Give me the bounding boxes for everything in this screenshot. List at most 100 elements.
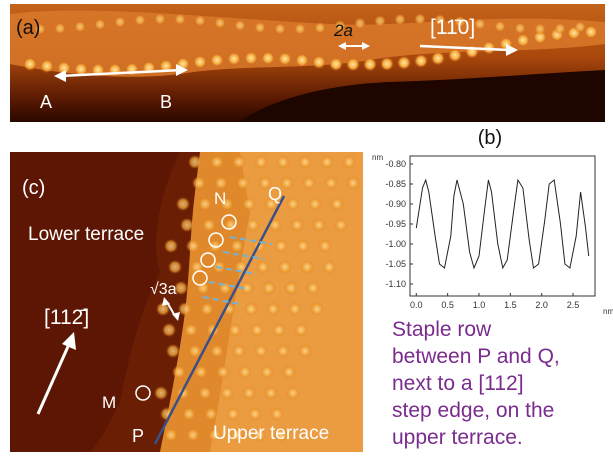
stm-c-atom	[296, 239, 310, 253]
stm-a-atom	[554, 22, 566, 35]
stm-a-atom	[193, 54, 207, 69]
stm-a-atom-row	[23, 13, 598, 77]
stm-a-atom	[414, 53, 428, 68]
y-tick-label: -0.80	[385, 159, 406, 169]
stm-c-atom	[178, 302, 192, 316]
stm-a-atom	[74, 20, 86, 33]
stm-a-atom	[380, 56, 394, 71]
stm-a-atom	[154, 13, 166, 26]
stm-c-atom	[182, 407, 196, 421]
stm-c-atom	[162, 323, 176, 337]
stm-c-atom	[284, 281, 298, 295]
stm-c-atom	[208, 428, 222, 442]
stm-c-atom	[232, 155, 246, 169]
marker-m: M	[102, 393, 116, 412]
stm-c-atom	[264, 197, 278, 211]
stm-c-atom	[278, 260, 292, 274]
y-tick-label: -0.90	[385, 199, 406, 209]
stm-c-atom	[320, 155, 334, 169]
caption-line-4: step edge, on the	[392, 399, 555, 422]
stm-c-atom	[244, 302, 258, 316]
stm-c-atom	[226, 407, 240, 421]
stm-c-atom	[260, 365, 274, 379]
stm-c-atom	[270, 407, 284, 421]
stm-c-atom	[286, 197, 300, 211]
stm-c-atom	[174, 281, 188, 295]
x-tick-label: 2.5	[567, 300, 580, 310]
stm-c-atom	[276, 344, 290, 358]
y-tick-label: -0.85	[385, 179, 406, 189]
stm-c-atom	[188, 155, 202, 169]
stm-c-atom	[196, 281, 210, 295]
stm-c-atom	[154, 386, 168, 400]
stm-a-atom	[346, 57, 360, 72]
stm-c-atom	[188, 344, 202, 358]
figure-caption: Staple row between P and Q, next to a [1…	[392, 316, 610, 451]
stm-c-atom	[220, 386, 234, 400]
stm-c-atom	[342, 155, 356, 169]
stm-a-atom	[295, 53, 309, 68]
stm-c-atom	[252, 428, 266, 442]
stm-a-atom	[414, 13, 426, 26]
stm-c-atom	[306, 281, 320, 295]
stm-a-atom	[482, 40, 496, 55]
marker-a: A	[40, 92, 52, 112]
stm-c-atom	[192, 176, 206, 190]
stm-a-atom	[194, 14, 206, 27]
stm-a-atom	[516, 33, 530, 48]
direction-arrow-a	[419, 44, 511, 52]
direction-label-a: [11̄0]	[430, 16, 475, 39]
stm-c-atom	[346, 176, 360, 190]
stm-a-atom	[312, 55, 326, 70]
stm-c-atom	[238, 365, 252, 379]
stm-c-atom	[172, 365, 186, 379]
stm-c-atom	[254, 155, 268, 169]
spacing-arrow-head-right-icon	[362, 42, 370, 50]
marker-circles	[135, 214, 237, 401]
x-tick-label: 1.5	[504, 300, 517, 310]
y-tick-label: -1.10	[385, 279, 406, 289]
spacing-arrow-head-left-icon	[338, 42, 346, 50]
stm-c-atom	[220, 197, 234, 211]
stm-c-atom	[198, 197, 212, 211]
stm-c-atom	[210, 344, 224, 358]
stm-c-atom	[240, 281, 254, 295]
stm-c-atom	[288, 302, 302, 316]
stm-a-atom	[274, 22, 286, 35]
marker-n: N	[214, 189, 226, 208]
stm-c-atom	[330, 197, 344, 211]
stm-c-atom	[202, 218, 216, 232]
x-axis-unit: nm	[603, 307, 613, 316]
stm-a-atom	[40, 59, 54, 74]
caption-line-2: between P and Q,	[392, 345, 560, 368]
stm-c-atom	[282, 365, 296, 379]
stm-a-atom	[514, 22, 526, 35]
stm-c-atom	[254, 344, 268, 358]
stm-c-atom	[302, 176, 316, 190]
stm-c-atom	[308, 197, 322, 211]
lower-terrace-dark	[10, 152, 180, 452]
stm-a-atom	[210, 53, 224, 68]
stm-c-atom	[216, 365, 230, 379]
a-b-arrow	[59, 68, 183, 78]
stm-a-atom	[294, 22, 306, 35]
stm-c-atom	[264, 386, 278, 400]
stm-c-atom	[198, 386, 212, 400]
stm-c-atom	[164, 239, 178, 253]
stm-a-atom	[108, 62, 122, 77]
plot-frame	[409, 155, 596, 297]
x-tick-label: 0.5	[441, 300, 454, 310]
stm-c-atom	[294, 323, 308, 337]
stm-c-atom	[230, 239, 244, 253]
stm-a-atom	[23, 57, 37, 71]
spacing-label-c: √3a	[150, 281, 177, 298]
stm-c-atom	[312, 218, 326, 232]
stm-c-atom	[272, 323, 286, 337]
a-b-arrow-head-right-icon	[176, 64, 188, 76]
caption-line-1: Staple row	[392, 318, 492, 341]
stm-c-atom	[208, 239, 222, 253]
x-tick-label: 2.0	[535, 300, 548, 310]
stm-c-atom	[184, 323, 198, 337]
stm-a-atom	[227, 51, 241, 66]
stm-image-c: (c) Lower terrace Upper terrace √3a [112…	[10, 152, 363, 452]
